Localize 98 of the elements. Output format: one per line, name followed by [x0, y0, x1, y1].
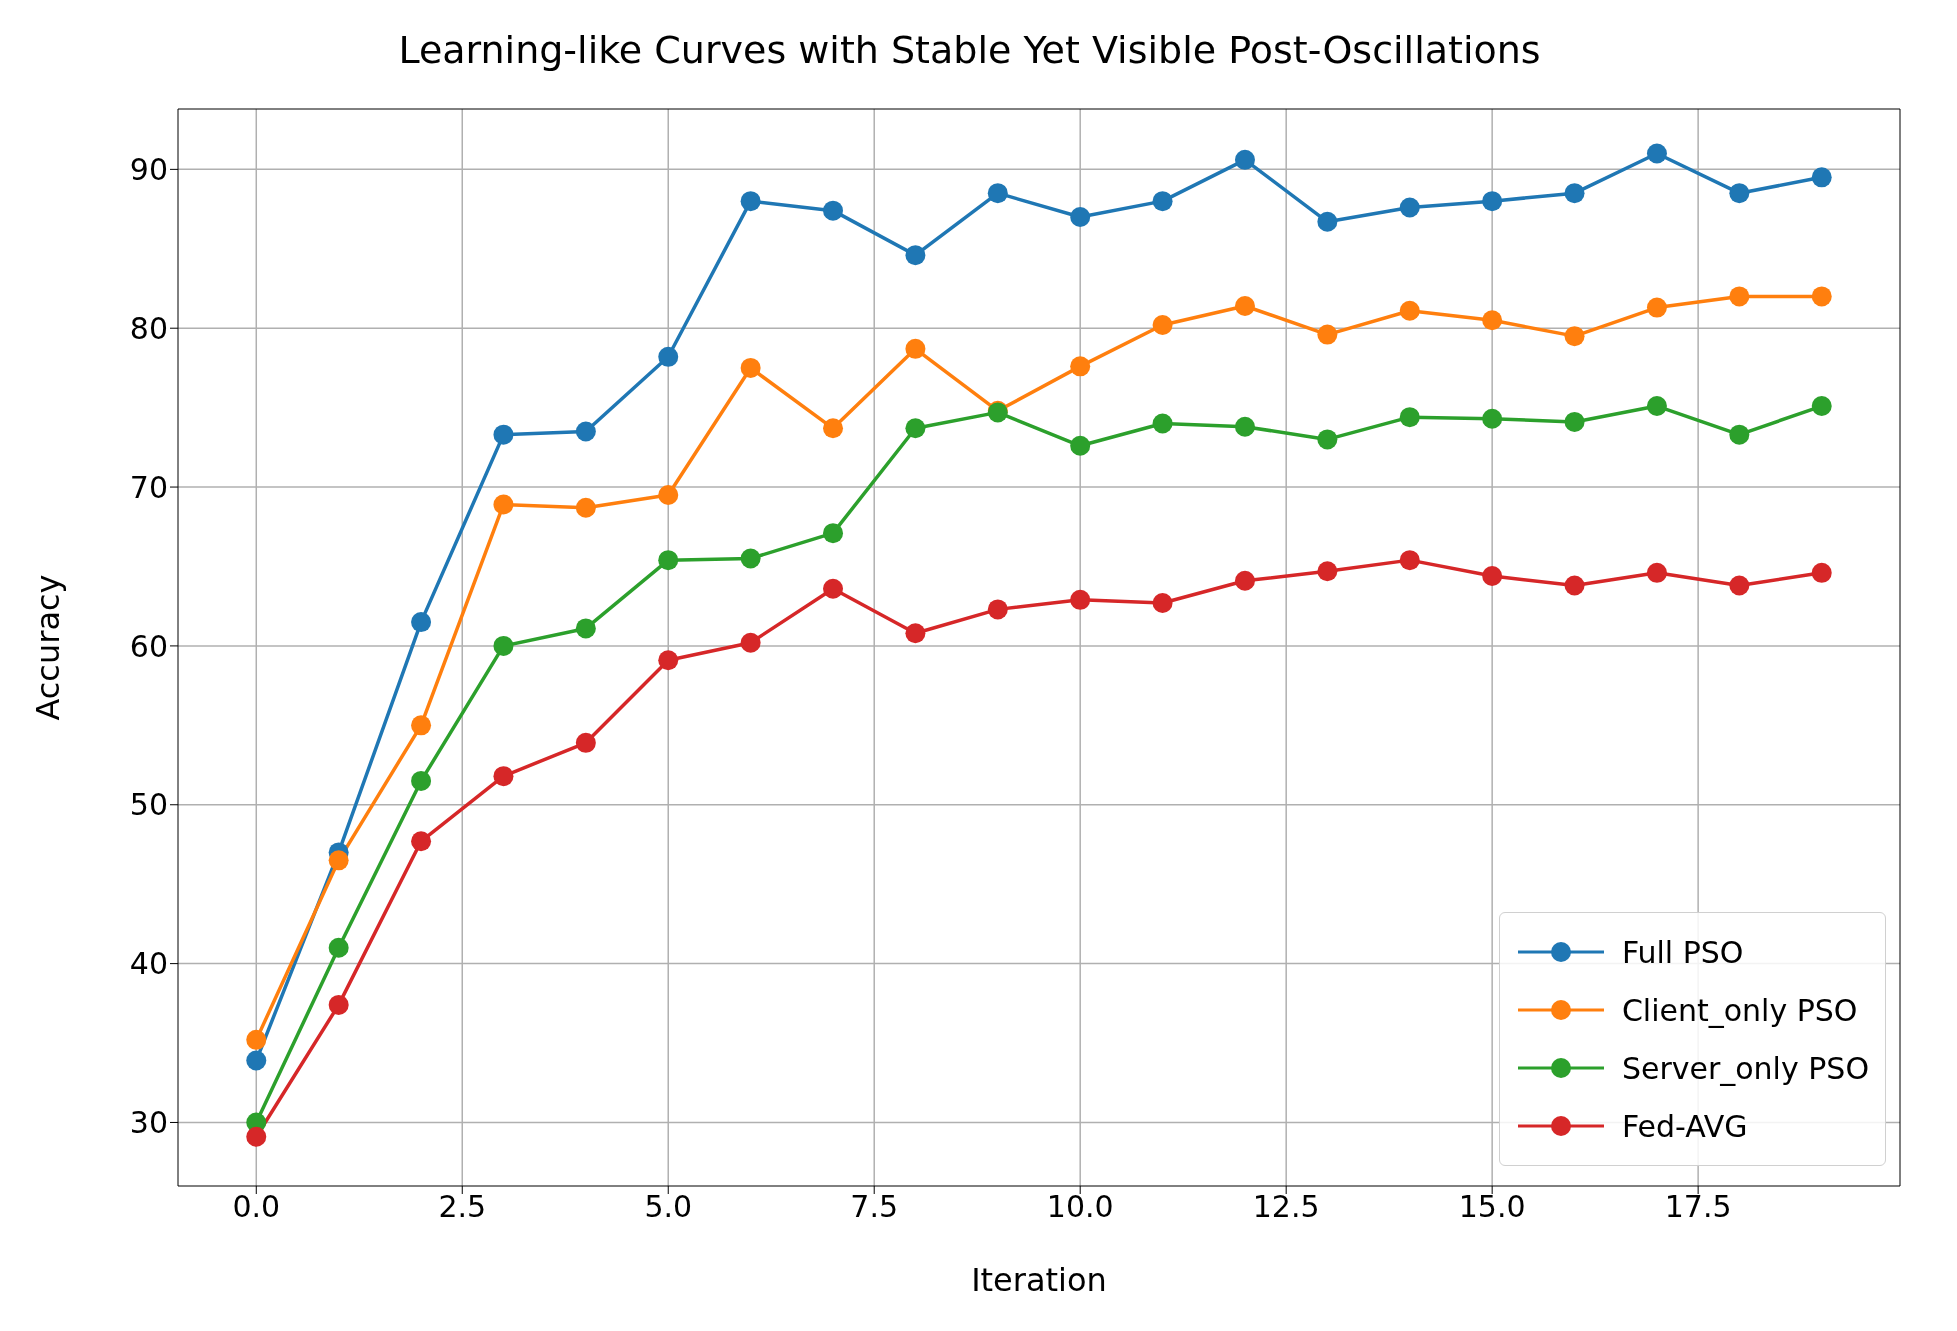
point — [1234, 149, 1255, 170]
point — [493, 494, 514, 515]
point — [1729, 286, 1750, 307]
x-tick-label: 17.5 — [1664, 1189, 1732, 1225]
point — [493, 424, 514, 445]
point — [823, 578, 844, 599]
x-axis-title: Iteration — [971, 1261, 1107, 1299]
legend-label: Fed-AVG — [1621, 1108, 1748, 1144]
x-tick-label: 12.5 — [1252, 1189, 1320, 1225]
point — [1482, 566, 1503, 587]
point — [1811, 286, 1832, 307]
point — [905, 338, 926, 359]
point — [1152, 315, 1173, 336]
point — [1811, 396, 1832, 417]
point — [1729, 183, 1750, 204]
point — [1399, 550, 1420, 571]
point — [1729, 575, 1750, 596]
point — [411, 715, 432, 736]
y-tick-label: 30 — [129, 1105, 168, 1141]
y-tick-label: 40 — [129, 946, 168, 982]
point — [246, 1029, 267, 1050]
point — [905, 418, 926, 439]
x-tick-label: 2.5 — [438, 1189, 487, 1225]
point — [1811, 562, 1832, 583]
point — [246, 1050, 267, 1071]
point — [987, 183, 1008, 204]
point — [246, 1126, 267, 1147]
point — [1070, 435, 1091, 456]
point — [575, 497, 596, 518]
point — [411, 770, 432, 791]
point — [1317, 561, 1338, 582]
point — [1564, 326, 1585, 347]
point — [823, 418, 844, 439]
y-tick-label: 80 — [129, 310, 168, 346]
point — [1646, 297, 1667, 318]
point — [1152, 413, 1173, 434]
point — [1399, 300, 1420, 321]
chart-title: Learning-like Curves with Stable Yet Visible Post-Oscillations — [397, 27, 1542, 74]
point — [1152, 191, 1173, 212]
point — [575, 421, 596, 442]
point — [1482, 191, 1503, 212]
y-tick-label: 70 — [129, 469, 168, 505]
point — [1646, 143, 1667, 164]
point — [1811, 167, 1832, 188]
point — [328, 994, 349, 1015]
x-tick-label: 10.0 — [1046, 1189, 1114, 1225]
point — [658, 550, 679, 571]
point — [905, 245, 926, 266]
point — [740, 191, 761, 212]
point — [1070, 356, 1091, 377]
point — [1234, 416, 1255, 437]
legend-label: Client_only PSO — [1621, 992, 1858, 1028]
point — [328, 850, 349, 871]
point — [658, 485, 679, 505]
y-tick-label: 90 — [129, 152, 168, 188]
point — [1564, 575, 1585, 596]
point — [493, 635, 514, 656]
point — [1234, 295, 1255, 316]
y-axis-title: Accuracy — [29, 574, 68, 721]
y-tick-label: 60 — [129, 628, 168, 664]
point — [328, 937, 349, 958]
point — [740, 548, 761, 569]
point — [1399, 407, 1420, 428]
point — [905, 623, 926, 644]
point — [1399, 197, 1420, 218]
point — [1070, 207, 1091, 228]
point — [493, 766, 514, 787]
point — [1152, 593, 1173, 614]
y-tick-label: 50 — [129, 787, 168, 823]
point — [823, 523, 844, 544]
point — [1070, 589, 1091, 610]
point — [987, 599, 1008, 620]
point — [1646, 562, 1667, 583]
point — [1564, 411, 1585, 432]
point — [1317, 429, 1338, 450]
point — [658, 650, 679, 671]
point — [740, 357, 761, 378]
point — [1482, 408, 1503, 429]
point — [1234, 570, 1255, 591]
x-tick-label: 5.0 — [644, 1189, 693, 1225]
point — [1729, 424, 1750, 445]
point — [575, 732, 596, 753]
point — [411, 831, 432, 852]
point — [1317, 211, 1338, 232]
x-tick-label: 7.5 — [850, 1189, 899, 1225]
point — [740, 632, 761, 653]
point — [411, 612, 432, 633]
point — [658, 346, 679, 367]
point — [1317, 324, 1338, 345]
legend-label: Full PSO — [1621, 934, 1744, 970]
point — [575, 618, 596, 639]
point — [823, 200, 844, 221]
x-tick-label: 0.0 — [232, 1189, 281, 1225]
x-tick-label: 15.0 — [1458, 1189, 1526, 1225]
legend-label: Server_only PSO — [1621, 1050, 1869, 1086]
point — [1646, 396, 1667, 417]
point — [1564, 183, 1585, 204]
point — [1482, 310, 1503, 331]
